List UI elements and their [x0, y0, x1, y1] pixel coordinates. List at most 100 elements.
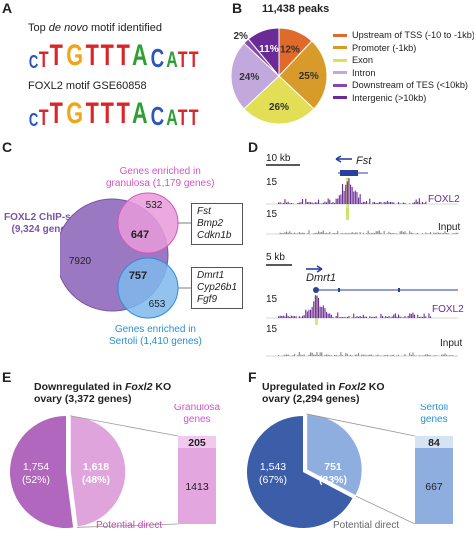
signal-bar	[327, 233, 329, 234]
signal-bar	[298, 202, 300, 204]
signal-bar	[391, 354, 393, 356]
signal-bar	[409, 313, 411, 318]
signal-bar	[364, 201, 366, 204]
sertoli-overlap-count: 757	[129, 270, 147, 282]
signal-bar	[313, 233, 315, 234]
signal-bar	[345, 232, 347, 234]
signal-bar	[370, 233, 372, 234]
motif-letter: C	[150, 43, 164, 73]
track2a-ymax: 15	[266, 294, 278, 305]
bar-bottom-value: 1413	[185, 481, 209, 493]
signal-bar	[385, 355, 387, 356]
signal-bar	[351, 355, 353, 356]
pie-slice-major	[247, 416, 353, 528]
signal-bar	[327, 354, 329, 356]
signal-bar	[380, 201, 382, 204]
motif-letter: T	[50, 39, 64, 72]
signal-bar	[393, 354, 395, 356]
signal-bar	[345, 184, 347, 204]
signal-bar	[356, 354, 358, 356]
pie-slice	[247, 27, 280, 78]
signal-bar	[289, 231, 291, 234]
pie-slice-minor	[305, 413, 364, 498]
signal-bar	[450, 355, 452, 356]
signal-bar	[326, 202, 328, 204]
signal-bar	[348, 316, 350, 318]
signal-bar	[399, 316, 401, 318]
signal-bar	[361, 202, 363, 204]
signal-bar	[358, 197, 360, 204]
bar-group-label: Granulosa	[174, 404, 221, 413]
legend-swatch	[333, 46, 347, 49]
signal-bar	[399, 231, 401, 234]
signal-bar	[316, 352, 318, 356]
signal-bar	[321, 203, 323, 204]
motif-letter: T	[116, 97, 130, 130]
signal-bar	[402, 317, 404, 318]
signal-bar	[311, 202, 313, 204]
bar-group-label-2: genes	[420, 414, 447, 425]
signal-bar	[359, 232, 361, 234]
bar-top-value: 84	[428, 437, 440, 449]
signal-bar	[398, 202, 400, 204]
motif-letter: T	[178, 105, 189, 130]
signal-bar	[319, 352, 321, 356]
signal-bar	[433, 232, 435, 234]
signal-bar	[286, 202, 288, 204]
signal-bar	[282, 315, 284, 318]
signal-bar	[346, 181, 348, 204]
signal-bar	[428, 354, 430, 356]
signal-bar	[343, 233, 345, 234]
signal-bar	[359, 194, 361, 204]
legend-item: Promoter (-1kb)	[333, 43, 416, 53]
signal-bar	[436, 232, 438, 234]
signal-bar	[375, 231, 377, 234]
signal-bar	[364, 316, 366, 318]
signal-bar	[391, 233, 393, 234]
signal-bar	[409, 352, 411, 356]
signal-bar	[404, 316, 406, 318]
signal-bar	[410, 314, 412, 318]
legend-item: Upstream of TSS (-10 to -1kb)	[333, 30, 474, 40]
signal-bar	[383, 230, 385, 234]
signal-bar	[412, 352, 414, 356]
signal-bar	[362, 232, 364, 234]
legend-swatch	[333, 58, 347, 62]
signal-bar	[334, 202, 336, 204]
signal-bar	[289, 316, 291, 318]
signal-bar	[324, 354, 326, 356]
signal-bar	[318, 231, 320, 234]
signal-bar	[390, 355, 392, 356]
signal-bar	[364, 354, 366, 356]
signal-bar	[314, 354, 316, 356]
pie-slice-label: 12%	[280, 44, 300, 55]
signal-bar	[393, 233, 395, 234]
signal-bar	[362, 354, 364, 356]
motif-letter: A	[165, 47, 178, 72]
signal-bar	[393, 314, 395, 318]
signal-bar	[286, 313, 288, 318]
signal-bar	[314, 202, 316, 204]
signal-bar	[305, 198, 307, 204]
legend-item: Exon	[333, 55, 373, 65]
signal-bar	[446, 354, 448, 356]
pie-slice-label: 2%	[233, 31, 248, 42]
signal-bar	[348, 178, 350, 204]
signal-bar	[377, 231, 379, 234]
signal-bar	[297, 354, 299, 356]
signal-bar	[418, 198, 420, 204]
signal-bar	[430, 232, 432, 234]
signal-bar	[447, 233, 449, 234]
signal-bar	[329, 355, 331, 356]
signal-bar	[442, 232, 444, 234]
signal-bar	[326, 312, 328, 318]
signal-bar	[294, 316, 296, 318]
sertoli-genes-box: Dmrt1 Cyp26b1 Fgf9	[191, 267, 243, 309]
signal-bar	[337, 312, 339, 318]
signal-bar	[426, 354, 428, 356]
signal-bar	[335, 354, 337, 356]
signal-bar	[425, 232, 427, 234]
signal-bar	[414, 202, 416, 204]
signal-bar	[313, 301, 315, 318]
signal-bar	[385, 315, 387, 318]
